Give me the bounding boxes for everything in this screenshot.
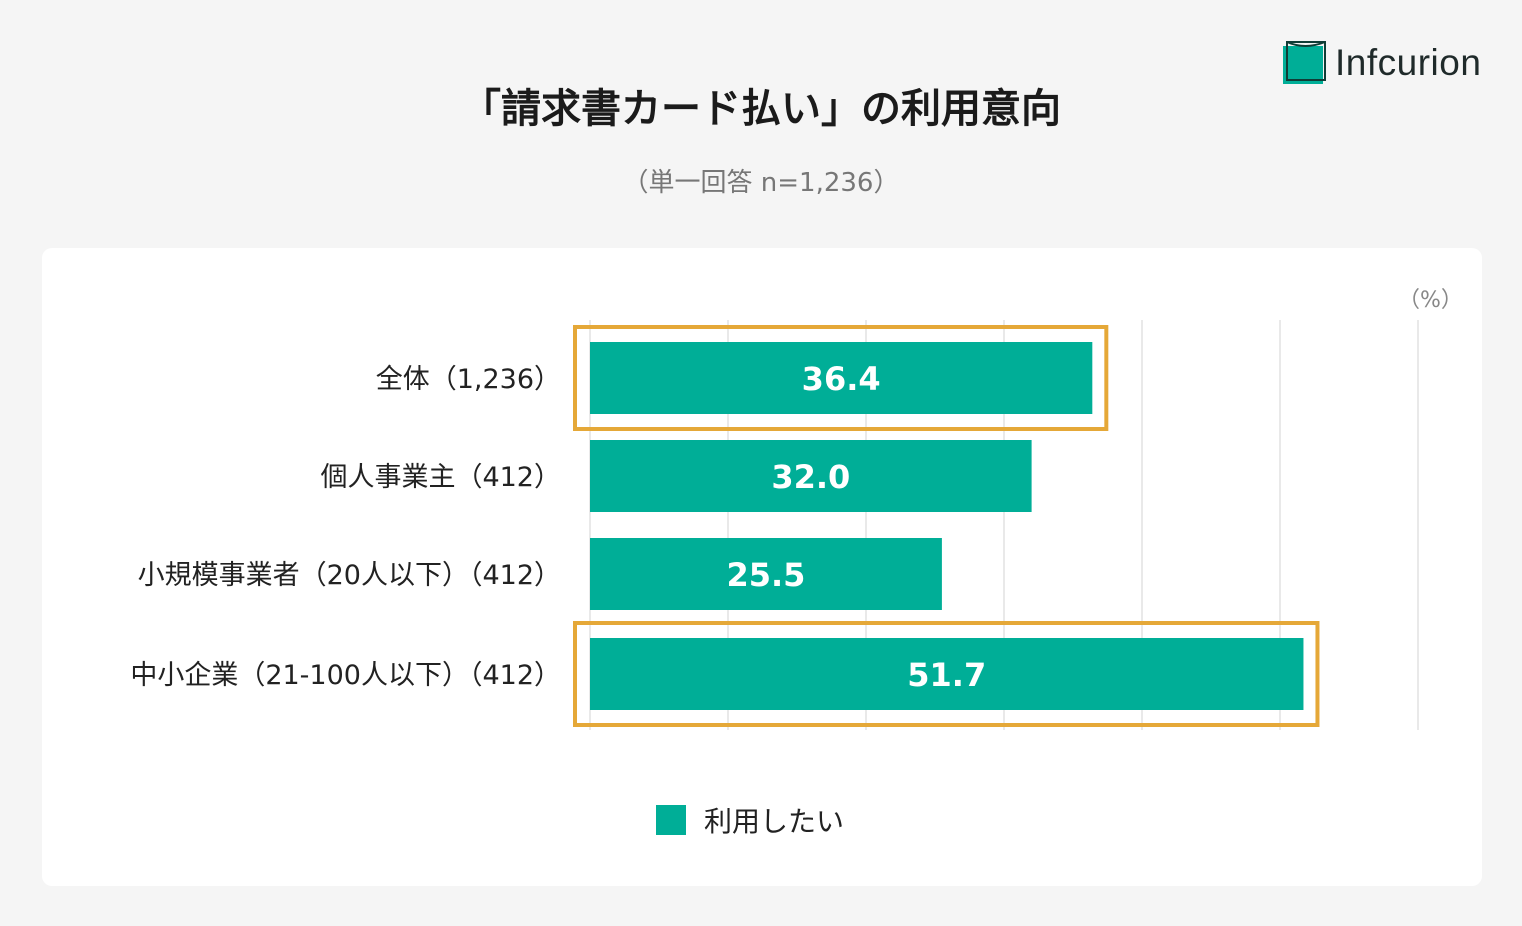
bar-value-label: 36.4 [802,360,881,398]
bar-value-label: 51.7 [907,656,986,694]
highlight-box [573,621,1320,727]
bar [590,638,1304,710]
logo-mark-icon [1283,41,1326,84]
unit-label: （%） [1398,288,1463,313]
legend: 利用したい [656,800,844,840]
category-label: 小規模事業者（20人以下）（412） [138,560,561,591]
bar-value-label: 32.0 [771,458,850,496]
logo-text: Infcurion [1335,42,1482,83]
category-label: 全体（1,236） [376,364,561,395]
bar [590,342,1093,414]
legend-label: 利用したい [704,805,845,838]
logo: Infcurion [1281,40,1481,86]
highlight-box [573,325,1109,431]
category-label: 個人事業主（412） [320,462,561,493]
category-label: 中小企業（21-100人以下）（412） [130,660,561,691]
bar [590,440,1032,512]
bar-value-label: 25.5 [726,556,805,594]
chart-subtitle: （単一回答 n=1,236） [622,168,900,198]
bar [590,538,942,610]
chart-title: 「請求書カード払い」の利用意向 [461,86,1061,132]
legend-swatch [656,805,686,835]
